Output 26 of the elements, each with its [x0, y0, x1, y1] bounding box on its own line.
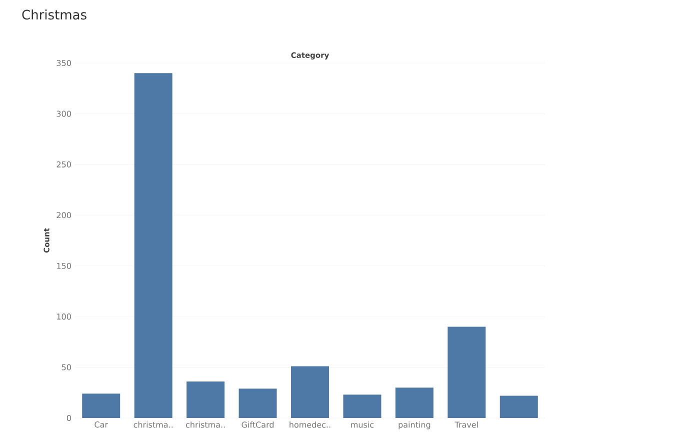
bar: [134, 73, 172, 418]
y-tick-label: 250: [56, 161, 71, 168]
x-tick-label: christma..: [134, 422, 173, 428]
bar: [500, 396, 538, 418]
bar: [448, 326, 486, 418]
y-tick-label: 300: [56, 110, 71, 117]
bar: [238, 388, 277, 418]
x-tick-label: GiftCard: [242, 422, 274, 428]
y-tick-label: 100: [57, 314, 71, 320]
bar: [343, 394, 382, 418]
x-tick-label: music: [351, 422, 374, 428]
y-tick-label: 200: [56, 212, 71, 218]
y-tick-label: 150: [57, 262, 71, 269]
x-tick-label: Travel: [454, 422, 478, 428]
bar: [395, 388, 434, 418]
bar: [291, 366, 329, 418]
y-tick-label: 350: [56, 60, 71, 66]
bar: [186, 381, 225, 418]
x-tick-label: homedec..: [290, 422, 330, 428]
bar: [82, 394, 120, 418]
x-tick-label: christma..: [186, 422, 225, 428]
x-tick-label: painting: [398, 422, 430, 430]
y-tick-label: 0: [66, 414, 71, 422]
y-tick-label: 50: [62, 364, 71, 370]
chart-title: Christmas: [22, 10, 86, 20]
x-tick-label: Car: [94, 422, 108, 428]
